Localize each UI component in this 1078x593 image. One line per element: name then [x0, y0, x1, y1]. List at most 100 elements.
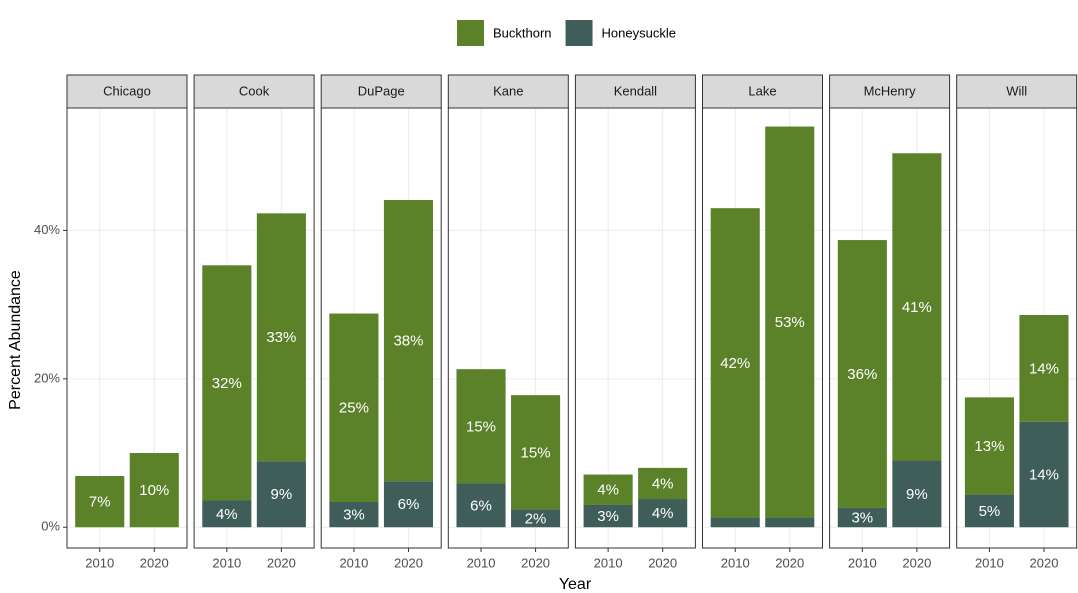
bar-segment	[75, 476, 125, 528]
strip-background	[956, 74, 1078, 109]
bar-segment	[837, 507, 887, 528]
data-label: 4%	[652, 475, 674, 492]
bar-segment	[256, 461, 306, 528]
x-tick-label: 2010	[594, 555, 623, 570]
data-label: 38%	[393, 333, 423, 350]
x-tick-label: 2010	[85, 555, 114, 570]
bar-segment	[765, 517, 815, 528]
bar-segment	[129, 453, 179, 528]
data-label: 6%	[398, 496, 420, 513]
legend-swatch	[457, 20, 484, 46]
strip-background	[66, 74, 188, 109]
data-label: 5%	[979, 503, 1001, 520]
data-label: 6%	[470, 497, 492, 514]
bar-segment	[583, 504, 633, 528]
x-tick-label: 2020	[521, 555, 550, 570]
strip-background	[574, 74, 696, 109]
x-axis-label: Year	[559, 576, 592, 593]
legend-label: Buckthorn	[493, 25, 552, 40]
data-label: 10%	[139, 482, 169, 499]
strip-background	[447, 74, 569, 109]
x-tick-label: 2020	[775, 555, 804, 570]
strip-label: Will	[1006, 83, 1027, 98]
bar-segment	[511, 509, 561, 528]
x-tick-label: 2010	[975, 555, 1004, 570]
legend-label: Honeysuckle	[602, 25, 676, 40]
y-tick-label: 20%	[34, 370, 60, 385]
x-tick-label: 2020	[1030, 555, 1059, 570]
data-label: 53%	[775, 314, 805, 331]
strip-label: Kendall	[614, 83, 657, 98]
x-tick-label: 2020	[267, 555, 296, 570]
y-tick-label: 40%	[34, 222, 60, 237]
data-label: 36%	[847, 366, 877, 383]
bar-segment	[329, 313, 379, 502]
data-label: 33%	[266, 329, 296, 346]
data-label: 4%	[216, 506, 238, 523]
legend-swatch	[565, 20, 593, 46]
bar-segment	[456, 369, 506, 484]
bar-segment	[256, 213, 306, 462]
data-label: 14%	[1029, 360, 1059, 377]
x-tick-label: 2010	[721, 555, 750, 570]
y-tick-label: 0%	[41, 519, 60, 534]
data-label: 25%	[339, 400, 369, 417]
bar-segment	[511, 395, 561, 510]
bar-segment	[765, 126, 815, 518]
strip-background	[829, 74, 951, 109]
data-label: 3%	[597, 508, 619, 525]
x-tick-label: 2020	[902, 555, 931, 570]
x-tick-label: 2010	[339, 555, 368, 570]
bar-segment	[383, 200, 434, 482]
strip-background	[193, 74, 315, 109]
bar-segment	[638, 499, 688, 528]
bar-segment	[964, 397, 1014, 495]
data-label: 41%	[902, 299, 932, 316]
data-label: 3%	[343, 507, 365, 524]
bar-segment	[202, 500, 252, 528]
bar-segment	[964, 494, 1014, 528]
strip-label: Kane	[493, 83, 523, 98]
data-label: 15%	[521, 444, 551, 461]
bar-segment	[1019, 315, 1069, 422]
y-axis-label: Percent Abundance	[7, 270, 24, 410]
bar-segment	[583, 474, 633, 505]
bar-segment	[837, 240, 887, 508]
bar-segment	[710, 208, 760, 518]
bar-segment	[892, 153, 942, 461]
x-tick-label: 2010	[212, 555, 241, 570]
x-tick-label: 2010	[467, 555, 496, 570]
strip-label: Lake	[748, 83, 776, 98]
data-label: 2%	[525, 510, 547, 527]
data-label: 15%	[466, 418, 496, 435]
data-label: 9%	[271, 486, 293, 503]
x-tick-label: 2020	[648, 555, 677, 570]
bar-segment	[329, 501, 379, 528]
strip-label: McHenry	[864, 83, 917, 98]
data-label: 32%	[212, 375, 242, 392]
data-label: 14%	[1029, 467, 1059, 484]
bar-segment	[1019, 421, 1069, 528]
bar-segment	[202, 265, 252, 501]
data-label: 7%	[89, 494, 111, 511]
bar-segment	[710, 517, 760, 528]
data-label: 3%	[851, 510, 873, 527]
strip-label: Chicago	[103, 83, 151, 98]
data-label: 4%	[652, 505, 674, 522]
strip-background	[702, 74, 823, 109]
bar-segment	[638, 467, 688, 500]
strip-label: Cook	[239, 83, 270, 98]
x-tick-label: 2010	[848, 555, 877, 570]
x-tick-label: 2020	[394, 555, 423, 570]
strip-background	[320, 74, 442, 109]
x-tick-label: 2020	[140, 555, 169, 570]
strip-label: DuPage	[358, 83, 405, 98]
data-label: 42%	[720, 355, 750, 372]
data-label: 13%	[974, 438, 1004, 455]
data-label: 9%	[906, 486, 928, 503]
bar-segment	[383, 481, 434, 528]
data-label: 4%	[597, 482, 619, 499]
bar-segment	[892, 460, 942, 528]
bar-segment	[456, 483, 506, 528]
